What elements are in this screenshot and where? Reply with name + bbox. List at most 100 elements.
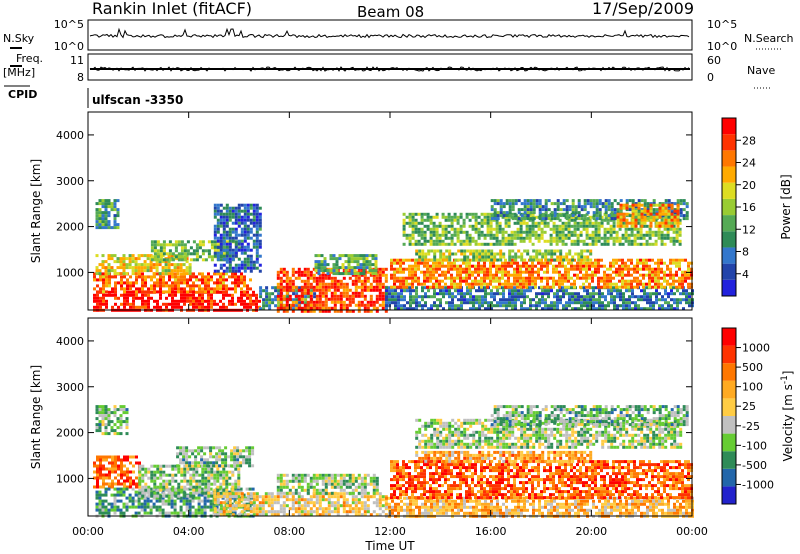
heatmap-cell xyxy=(661,212,665,216)
heatmap-cell xyxy=(123,302,126,306)
heatmap-cell xyxy=(234,302,237,306)
heatmap-cell xyxy=(652,202,656,206)
heatmap-cell xyxy=(433,258,437,262)
heatmap-cell xyxy=(279,294,283,298)
heatmap-cell xyxy=(421,252,425,256)
heatmap-cell xyxy=(688,292,691,296)
heatmap-cell xyxy=(624,264,627,268)
heatmap-cell xyxy=(411,233,415,237)
heatmap-cell xyxy=(117,296,120,300)
heatmap-cell xyxy=(421,255,425,259)
heatmap-cell xyxy=(101,432,105,436)
heatmap-cell xyxy=(128,496,132,500)
heatmap-cell xyxy=(101,220,105,224)
heatmap-cell xyxy=(624,267,627,271)
heatmap-cell xyxy=(487,307,490,311)
heatmap-cell xyxy=(216,243,220,247)
heatmap-cell xyxy=(390,273,393,277)
heatmap-cell xyxy=(265,292,269,296)
heatmap-cell xyxy=(417,264,420,268)
heatmap-cell xyxy=(523,289,526,293)
heatmap-cell xyxy=(177,240,181,244)
heatmap-cell xyxy=(465,279,468,283)
heatmap-cell xyxy=(609,261,612,265)
heatmap-cell xyxy=(414,221,418,225)
heatmap-cell xyxy=(642,261,645,265)
heatmap-cell xyxy=(438,221,442,225)
heatmap-cell xyxy=(324,309,328,313)
heatmap-cell xyxy=(498,221,502,225)
heatmap-cell xyxy=(98,408,102,412)
heatmap-cell xyxy=(585,212,589,216)
heatmap-cell xyxy=(655,203,659,207)
heatmap-cell xyxy=(101,211,105,215)
heatmap-cell xyxy=(490,307,493,311)
heatmap-cell xyxy=(526,205,530,209)
heatmap-cell xyxy=(481,249,485,253)
heatmap-cell xyxy=(475,249,479,253)
heatmap-cell xyxy=(547,289,550,293)
heatmap-cell xyxy=(189,296,192,300)
heatmap-cell xyxy=(262,307,266,311)
heatmap-cell xyxy=(258,224,262,228)
heatmap-cell xyxy=(514,258,518,262)
heatmap-cell xyxy=(414,224,418,228)
heatmap-cell xyxy=(565,211,569,215)
heatmap-cell xyxy=(544,214,548,218)
heatmap-cell xyxy=(478,252,482,256)
heatmap-cell xyxy=(165,284,168,288)
heatmap-cell xyxy=(535,301,538,305)
heatmap-cell xyxy=(415,286,418,290)
heatmap-cell xyxy=(339,279,343,283)
heatmap-cell xyxy=(111,461,114,465)
heatmap-cell xyxy=(511,249,515,253)
heatmap-cell xyxy=(231,248,235,252)
heatmap-cell xyxy=(489,270,492,274)
heatmap-cell xyxy=(228,257,232,261)
heatmap-cell xyxy=(123,473,126,477)
heatmap-cell xyxy=(107,254,111,258)
heatmap-cell xyxy=(101,420,105,424)
heatmap-cell xyxy=(574,211,578,215)
heatmap-cell xyxy=(426,261,429,265)
heatmap-cell xyxy=(312,309,316,313)
heatmap-cell xyxy=(444,264,447,268)
heatmap-cell xyxy=(565,208,569,212)
heatmap-cell xyxy=(143,511,147,515)
heatmap-cell xyxy=(98,508,102,512)
heatmap-cell xyxy=(507,279,510,283)
heatmap-cell xyxy=(93,461,96,465)
heatmap-cell xyxy=(252,221,256,225)
heatmap-cell xyxy=(126,290,129,294)
heatmap-cell xyxy=(462,267,465,271)
heatmap-cell xyxy=(408,239,412,243)
heatmap-cell xyxy=(453,218,457,222)
heatmap-cell xyxy=(609,276,612,280)
heatmap-cell xyxy=(448,307,451,311)
heatmap-cell xyxy=(486,270,489,274)
heatmap-cell xyxy=(468,261,471,265)
heatmap-cell xyxy=(132,305,135,309)
heatmap-cell xyxy=(228,206,232,210)
heatmap-cell xyxy=(183,243,187,247)
heatmap-cell xyxy=(441,233,445,237)
heatmap-cell xyxy=(95,208,99,212)
heatmap-cell xyxy=(466,289,469,293)
heatmap-cell xyxy=(580,252,584,256)
heatmap-cell xyxy=(204,275,207,279)
heatmap-cell xyxy=(234,263,238,267)
heatmap-cell xyxy=(505,298,508,302)
heatmap-cell xyxy=(448,249,452,253)
heatmap-cell xyxy=(209,502,213,506)
heatmap-cell xyxy=(502,295,505,299)
heatmap-cell xyxy=(591,242,595,246)
heatmap-cell xyxy=(684,258,687,262)
heatmap-cell xyxy=(642,282,645,286)
heatmap-cell xyxy=(516,267,519,271)
heatmap-cell xyxy=(462,239,466,243)
heatmap-cell xyxy=(200,505,204,509)
heatmap-cell xyxy=(167,272,171,276)
heatmap-cell xyxy=(534,285,537,289)
heatmap-cell xyxy=(660,270,663,274)
heatmap-cell xyxy=(645,233,649,237)
